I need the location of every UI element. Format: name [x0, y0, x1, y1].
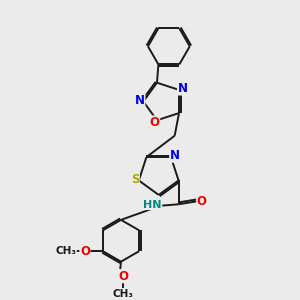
Text: N: N	[170, 149, 180, 162]
Text: S: S	[131, 172, 139, 185]
Text: N: N	[178, 82, 188, 95]
Text: O: O	[150, 116, 160, 129]
Text: O: O	[80, 245, 90, 258]
Text: CH₃: CH₃	[112, 289, 134, 299]
Text: O: O	[197, 195, 207, 208]
Text: N: N	[135, 94, 145, 106]
Text: CH₃: CH₃	[55, 246, 76, 256]
Text: O: O	[118, 270, 128, 283]
Text: HN: HN	[143, 200, 162, 210]
